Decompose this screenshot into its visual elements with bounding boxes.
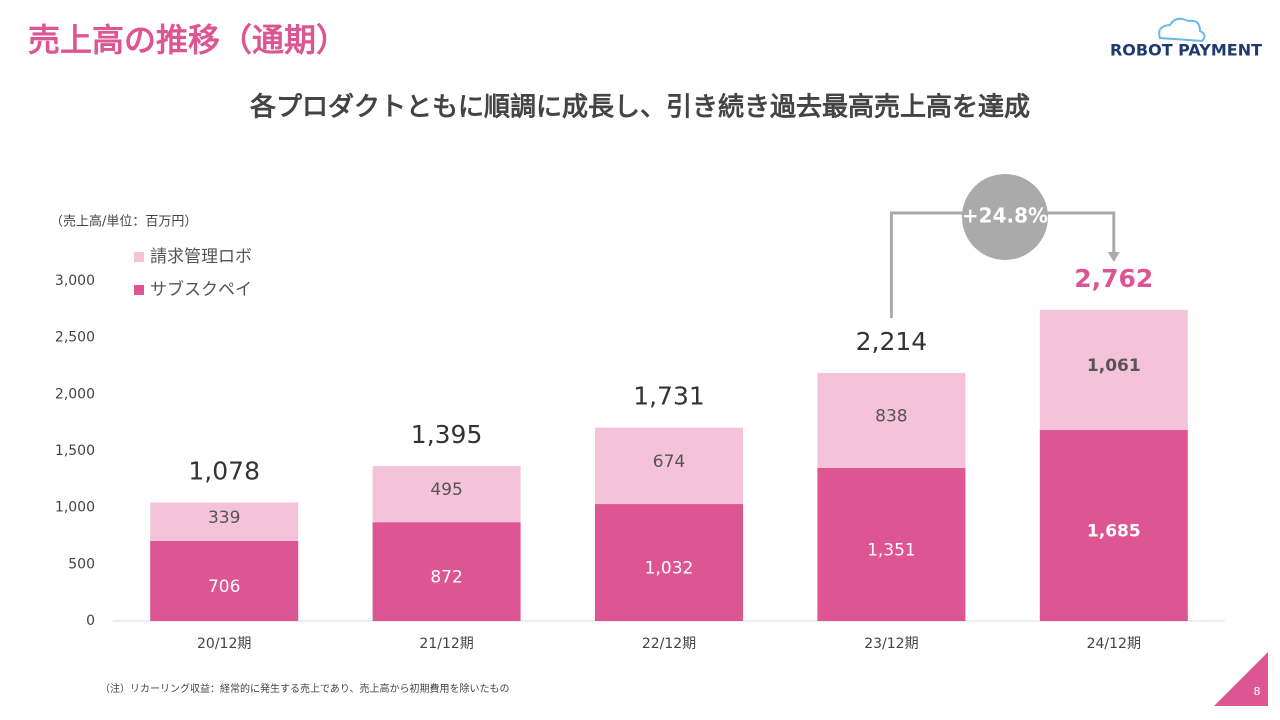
- footnote: （注）リカーリング収益：経常的に発生する売上であり、売上高から初期費用を除いたも…: [100, 682, 510, 695]
- bar-segment: [150, 540, 299, 621]
- total-label: 1,078: [188, 457, 260, 486]
- total-label: 2,762: [1074, 264, 1153, 293]
- y-tick-label: 2,000: [55, 386, 95, 402]
- segment-label: 339: [208, 508, 240, 528]
- segment-label: 1,061: [1087, 356, 1141, 376]
- bar-segment: [817, 372, 966, 468]
- y-tick-label: 500: [68, 556, 95, 572]
- y-tick-label: 1,000: [55, 500, 95, 516]
- logo-text: ROBOT PAYMENT: [1110, 41, 1262, 60]
- segment-label: 1,351: [867, 540, 916, 560]
- growth-badge: [962, 174, 1048, 260]
- bar-segment: [595, 504, 743, 621]
- segment-label: 495: [430, 480, 462, 500]
- total-label: 1,395: [411, 420, 483, 449]
- bar-segment: [1039, 430, 1188, 621]
- segment-label: 706: [208, 577, 240, 597]
- x-tick-label: 21/12期: [419, 636, 473, 652]
- x-tick-label: 23/12期: [864, 636, 918, 652]
- bar-segment: [150, 502, 299, 541]
- arrow-head: [1107, 252, 1120, 262]
- x-tick-label: 20/12期: [197, 636, 251, 652]
- slide-title: 売上高の推移（通期）: [28, 21, 348, 59]
- x-tick-label: 22/12期: [642, 636, 696, 652]
- segment-label: 872: [430, 568, 462, 588]
- bar-segment: [372, 466, 521, 523]
- x-tick-label: 24/12期: [1087, 636, 1141, 652]
- unit-note: （売上高/単位：百万円）: [50, 214, 197, 230]
- growth-label: +24.8%: [962, 204, 1048, 228]
- bar-segment: [372, 522, 521, 621]
- legend-label: サブスクペイ: [150, 279, 252, 300]
- segment-label: 1,032: [645, 559, 694, 579]
- y-tick-label: 1,500: [55, 443, 95, 459]
- logo: ROBOT PAYMENT: [1110, 17, 1262, 60]
- segment-label: 674: [653, 452, 685, 472]
- legend-label: 請求管理ロボ: [150, 247, 252, 267]
- page-number: 8: [1254, 685, 1261, 698]
- corner-mark: [1214, 652, 1268, 706]
- bar-segment: [1039, 309, 1188, 431]
- total-label: 2,214: [856, 327, 928, 356]
- bar-segment: [817, 467, 966, 621]
- segment-label: 1,685: [1087, 522, 1141, 542]
- total-label: 1,731: [633, 382, 705, 411]
- y-tick-label: 3,000: [55, 273, 95, 289]
- bar-segment: [595, 427, 743, 505]
- y-tick-label: 0: [86, 613, 95, 629]
- y-tick-label: 2,500: [55, 330, 95, 346]
- segment-label: 838: [875, 406, 907, 426]
- logo-cloud: [1158, 17, 1206, 43]
- legend-swatch: [134, 285, 144, 295]
- subtitle: 各プロダクトともに順調に成長し、引き続き過去最高売上高を達成: [249, 92, 1030, 123]
- legend-swatch: [134, 252, 144, 262]
